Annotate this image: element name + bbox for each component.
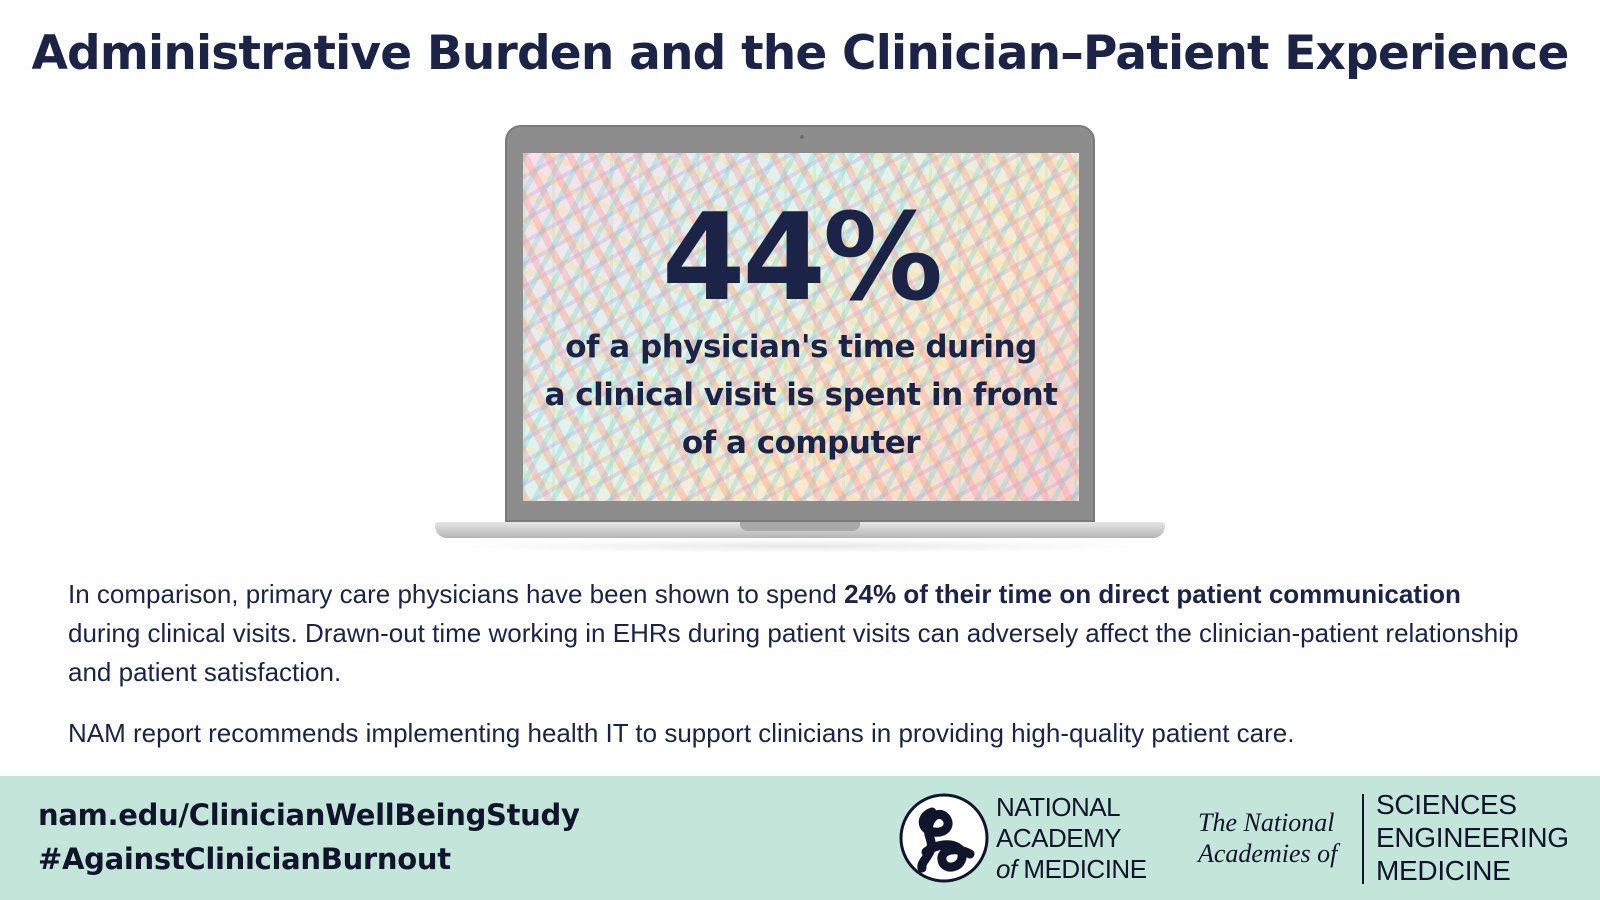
laptop-illustration: 44% of a physician's time during a clini… [435,125,1165,565]
nam-logo-icon [899,793,989,883]
stat-caption: of a physician's time during a clinical … [523,323,1079,467]
highlight-text: 24% of their time on direct patient comm… [844,579,1461,609]
logo-divider [1362,794,1364,884]
stat-caption-line: a clinical visit is spent in front [544,377,1058,413]
laptop-screen: 44% of a physician's time during a clini… [523,153,1079,501]
stat-caption-line: of a physician's time during [565,329,1037,365]
nasem-wordmark-left: The National Academies of [1198,808,1338,868]
nam-wordmark: NATIONAL ACADEMY of MEDICINE [996,792,1147,884]
study-url[interactable]: nam.edu/ClinicianWellBeingStudy [38,798,580,832]
stat-value: 44% [661,189,943,328]
footer-bar: nam.edu/ClinicianWellBeingStudy #Against… [0,776,1600,900]
laptop-lid: 44% of a physician's time during a clini… [505,125,1095,522]
nasem-wordmark-right: SCIENCES ENGINEERING MEDICINE [1376,789,1569,886]
recommendation-paragraph: NAM report recommends implementing healt… [68,718,1295,748]
comparison-paragraph: In comparison, primary care physicians h… [68,579,1519,687]
laptop-notch [740,522,860,531]
page-title: Administrative Burden and the Clinician–… [31,26,1569,81]
stat-caption-line: of a computer [681,425,921,461]
hashtag[interactable]: #AgainstClinicianBurnout [38,842,451,876]
camera-dot [800,135,804,139]
